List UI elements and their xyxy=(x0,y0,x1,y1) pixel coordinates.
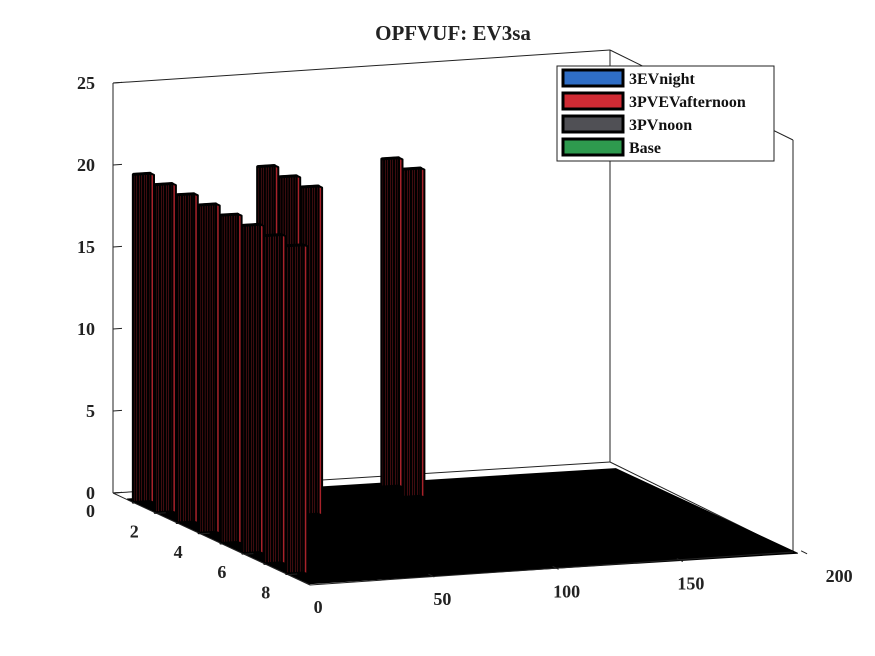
y-tick-label-0: 0 xyxy=(86,501,95,521)
z-tick-label-0: 0 xyxy=(86,483,95,503)
bar-panel-g1-row7-side xyxy=(280,233,287,566)
z-tick-mark-5 xyxy=(112,409,123,412)
bar-panel-g3-row1 xyxy=(380,156,404,489)
x-tick-mark-200 xyxy=(800,550,808,555)
bar-panel-g2-row3-side xyxy=(317,184,324,517)
x-tick-mark-0 xyxy=(303,581,311,586)
legend-swatch-3pvevafternoon xyxy=(561,91,625,111)
y-axis-line xyxy=(112,492,311,586)
bar-panel-g1-row4 xyxy=(197,202,221,535)
z-tick-label-25: 25 xyxy=(77,73,95,93)
x-tick-mark-50 xyxy=(428,573,435,578)
bar-panel-g1-row1 xyxy=(131,171,155,504)
bar-panel-g1-row2 xyxy=(153,182,177,515)
bar-panel-g3-row2-side xyxy=(419,167,426,499)
x-tick-label-0: 0 xyxy=(314,597,323,617)
z-tick-mark-10 xyxy=(112,327,123,330)
bar-panel-g1-row6-side xyxy=(259,223,265,555)
tick-layer: 0 5 10 15 20 25 0 2 4 6 8 0 50 100 150 200 xyxy=(77,73,853,617)
z-tick-label-10: 10 xyxy=(77,319,95,339)
chart-title: OPFVUF: EV3sa xyxy=(375,21,531,45)
bar-panel-g1-row4-side xyxy=(215,202,221,535)
legend-label-base: Base xyxy=(629,140,661,157)
bar-panel-g1-row5-side xyxy=(237,213,243,545)
x-tick-mark-100 xyxy=(552,565,559,570)
bar-panel-g1-row3 xyxy=(175,192,199,525)
legend-label-3pvnoon: 3PVnoon xyxy=(629,117,692,134)
z-tick-label-15: 15 xyxy=(77,237,95,257)
bar-panels xyxy=(131,156,426,576)
y-tick-mark-8 xyxy=(288,573,298,576)
bar-panel-g1-row6 xyxy=(241,222,265,555)
z-tick-mark-15 xyxy=(112,245,123,248)
bar-panel-g1-row7 xyxy=(263,233,287,566)
legend-swatch-3evnight xyxy=(561,68,625,88)
legend-swatch-base xyxy=(561,137,625,157)
bar-panel-g3-row2 xyxy=(402,166,426,499)
x-tick-mark-150 xyxy=(676,558,684,562)
legend-swatch-3pvnoon xyxy=(561,114,625,134)
back-top-edge xyxy=(112,49,611,84)
z-tick-mark-25 xyxy=(112,81,123,84)
y-tick-label-2: 2 xyxy=(130,521,139,541)
bar-panel-g1-row8-side xyxy=(302,243,309,576)
z-tick-mark-20 xyxy=(112,163,123,166)
x-tick-label-50: 50 xyxy=(433,589,451,609)
bar-panel-g1-row1-side xyxy=(149,172,155,504)
y-tick-label-4: 4 xyxy=(174,542,183,562)
x-tick-label-200: 200 xyxy=(826,566,853,586)
legend: 3EVnight 3PVEVafternoon 3PVnoon Base xyxy=(556,65,775,162)
z-tick-label-5: 5 xyxy=(86,401,95,421)
legend-label-3evnight: 3EVnight xyxy=(629,71,695,88)
z-tick-label-20: 20 xyxy=(77,155,95,175)
bar-panel-g1-row2-side xyxy=(171,182,177,515)
bar-panel-g1-row8 xyxy=(285,243,309,576)
bar-panel-g1-row3-side xyxy=(193,192,199,525)
x-axis-line xyxy=(309,551,794,586)
y-tick-mark-0 xyxy=(112,491,123,494)
y-tick-mark-4 xyxy=(200,532,210,535)
bar-panel-g3-row1-side xyxy=(398,156,404,489)
y-tick-label-6: 6 xyxy=(217,562,226,582)
y-tick-mark-6 xyxy=(244,553,254,555)
y-tick-label-8: 8 xyxy=(261,583,270,603)
y-tick-mark-2 xyxy=(156,512,166,514)
x-tick-label-150: 150 xyxy=(677,574,704,594)
bar-panel-g1-row5 xyxy=(219,212,243,545)
x-tick-label-100: 100 xyxy=(553,581,580,601)
legend-label-3pvevafternoon: 3PVEVafternoon xyxy=(629,94,746,111)
